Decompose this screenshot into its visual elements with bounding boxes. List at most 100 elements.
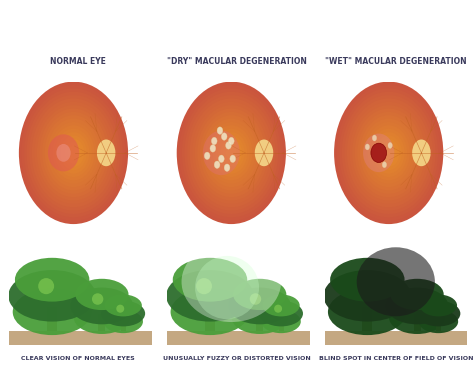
Ellipse shape (34, 102, 113, 204)
Ellipse shape (184, 92, 278, 214)
Ellipse shape (263, 295, 300, 316)
Text: "DRY" MACULAR DEGENERATION: "DRY" MACULAR DEGENERATION (167, 57, 307, 66)
Ellipse shape (334, 82, 443, 224)
Text: BLIND SPOT IN CENTER OF FIELD OF VISION: BLIND SPOT IN CENTER OF FIELD OF VISION (319, 355, 473, 361)
Ellipse shape (388, 142, 392, 148)
Ellipse shape (208, 122, 255, 184)
Ellipse shape (27, 92, 120, 214)
Ellipse shape (75, 279, 128, 310)
Ellipse shape (13, 289, 91, 335)
Ellipse shape (29, 95, 118, 211)
Ellipse shape (200, 112, 263, 194)
Text: NORMAL EYE: NORMAL EYE (50, 57, 106, 66)
Ellipse shape (92, 293, 103, 305)
Ellipse shape (187, 95, 275, 211)
Ellipse shape (105, 295, 142, 316)
Ellipse shape (352, 105, 425, 201)
Bar (436, 319, 441, 331)
Ellipse shape (190, 98, 273, 207)
Ellipse shape (210, 125, 253, 180)
Ellipse shape (50, 122, 97, 184)
Ellipse shape (203, 131, 240, 175)
Ellipse shape (24, 88, 123, 217)
Ellipse shape (171, 289, 249, 335)
Ellipse shape (182, 88, 281, 217)
Ellipse shape (202, 115, 260, 190)
Ellipse shape (211, 137, 217, 145)
Ellipse shape (383, 145, 394, 160)
Ellipse shape (182, 242, 281, 322)
Ellipse shape (74, 301, 130, 334)
Ellipse shape (37, 105, 110, 201)
Ellipse shape (47, 119, 100, 187)
Ellipse shape (56, 144, 71, 162)
Ellipse shape (116, 305, 124, 313)
Ellipse shape (342, 92, 436, 214)
Ellipse shape (55, 129, 92, 177)
Ellipse shape (220, 139, 242, 167)
Text: MACULAR DEGENERATION: MACULAR DEGENERATION (106, 13, 368, 31)
Ellipse shape (103, 310, 143, 333)
Ellipse shape (261, 310, 301, 333)
Ellipse shape (274, 305, 282, 313)
Ellipse shape (210, 145, 216, 152)
Ellipse shape (389, 301, 445, 334)
Ellipse shape (195, 105, 268, 201)
Ellipse shape (378, 139, 400, 167)
Ellipse shape (250, 293, 261, 305)
Ellipse shape (166, 270, 254, 322)
Ellipse shape (420, 295, 457, 316)
Bar (256, 314, 264, 331)
Ellipse shape (363, 134, 394, 172)
Ellipse shape (367, 125, 410, 180)
Ellipse shape (48, 134, 79, 171)
Ellipse shape (223, 142, 239, 164)
Ellipse shape (173, 258, 247, 302)
Text: UNUSUALLY FUZZY OR DISTORTED VISION: UNUSUALLY FUZZY OR DISTORTED VISION (163, 355, 311, 361)
Bar (9, 331, 152, 345)
Ellipse shape (233, 279, 286, 310)
Ellipse shape (360, 115, 418, 190)
Ellipse shape (179, 85, 283, 221)
Ellipse shape (365, 122, 412, 184)
Ellipse shape (9, 270, 96, 322)
Bar (325, 331, 467, 345)
Ellipse shape (218, 135, 245, 170)
Ellipse shape (192, 102, 271, 204)
Ellipse shape (228, 137, 234, 145)
Ellipse shape (330, 258, 405, 302)
Bar (47, 307, 57, 331)
Ellipse shape (63, 139, 84, 167)
Ellipse shape (363, 119, 415, 187)
Ellipse shape (19, 82, 128, 224)
Ellipse shape (370, 129, 407, 177)
Ellipse shape (217, 127, 223, 134)
Ellipse shape (230, 155, 236, 162)
Ellipse shape (21, 85, 126, 221)
Ellipse shape (365, 144, 370, 150)
Ellipse shape (60, 135, 87, 170)
Ellipse shape (205, 119, 257, 187)
Ellipse shape (224, 164, 230, 171)
Ellipse shape (373, 135, 376, 141)
Ellipse shape (355, 108, 423, 197)
Ellipse shape (65, 142, 82, 164)
Ellipse shape (381, 142, 397, 164)
Ellipse shape (197, 108, 265, 197)
Ellipse shape (259, 301, 303, 326)
Ellipse shape (373, 132, 405, 174)
Ellipse shape (219, 155, 224, 162)
Ellipse shape (195, 256, 259, 319)
Bar (413, 314, 421, 331)
Ellipse shape (328, 289, 407, 335)
Ellipse shape (228, 288, 291, 324)
Ellipse shape (215, 132, 247, 174)
Ellipse shape (221, 133, 227, 140)
Bar (167, 331, 310, 345)
Ellipse shape (232, 301, 288, 334)
Ellipse shape (347, 98, 430, 207)
Ellipse shape (391, 279, 444, 310)
Ellipse shape (255, 139, 273, 166)
Ellipse shape (357, 112, 420, 194)
Ellipse shape (68, 145, 79, 160)
